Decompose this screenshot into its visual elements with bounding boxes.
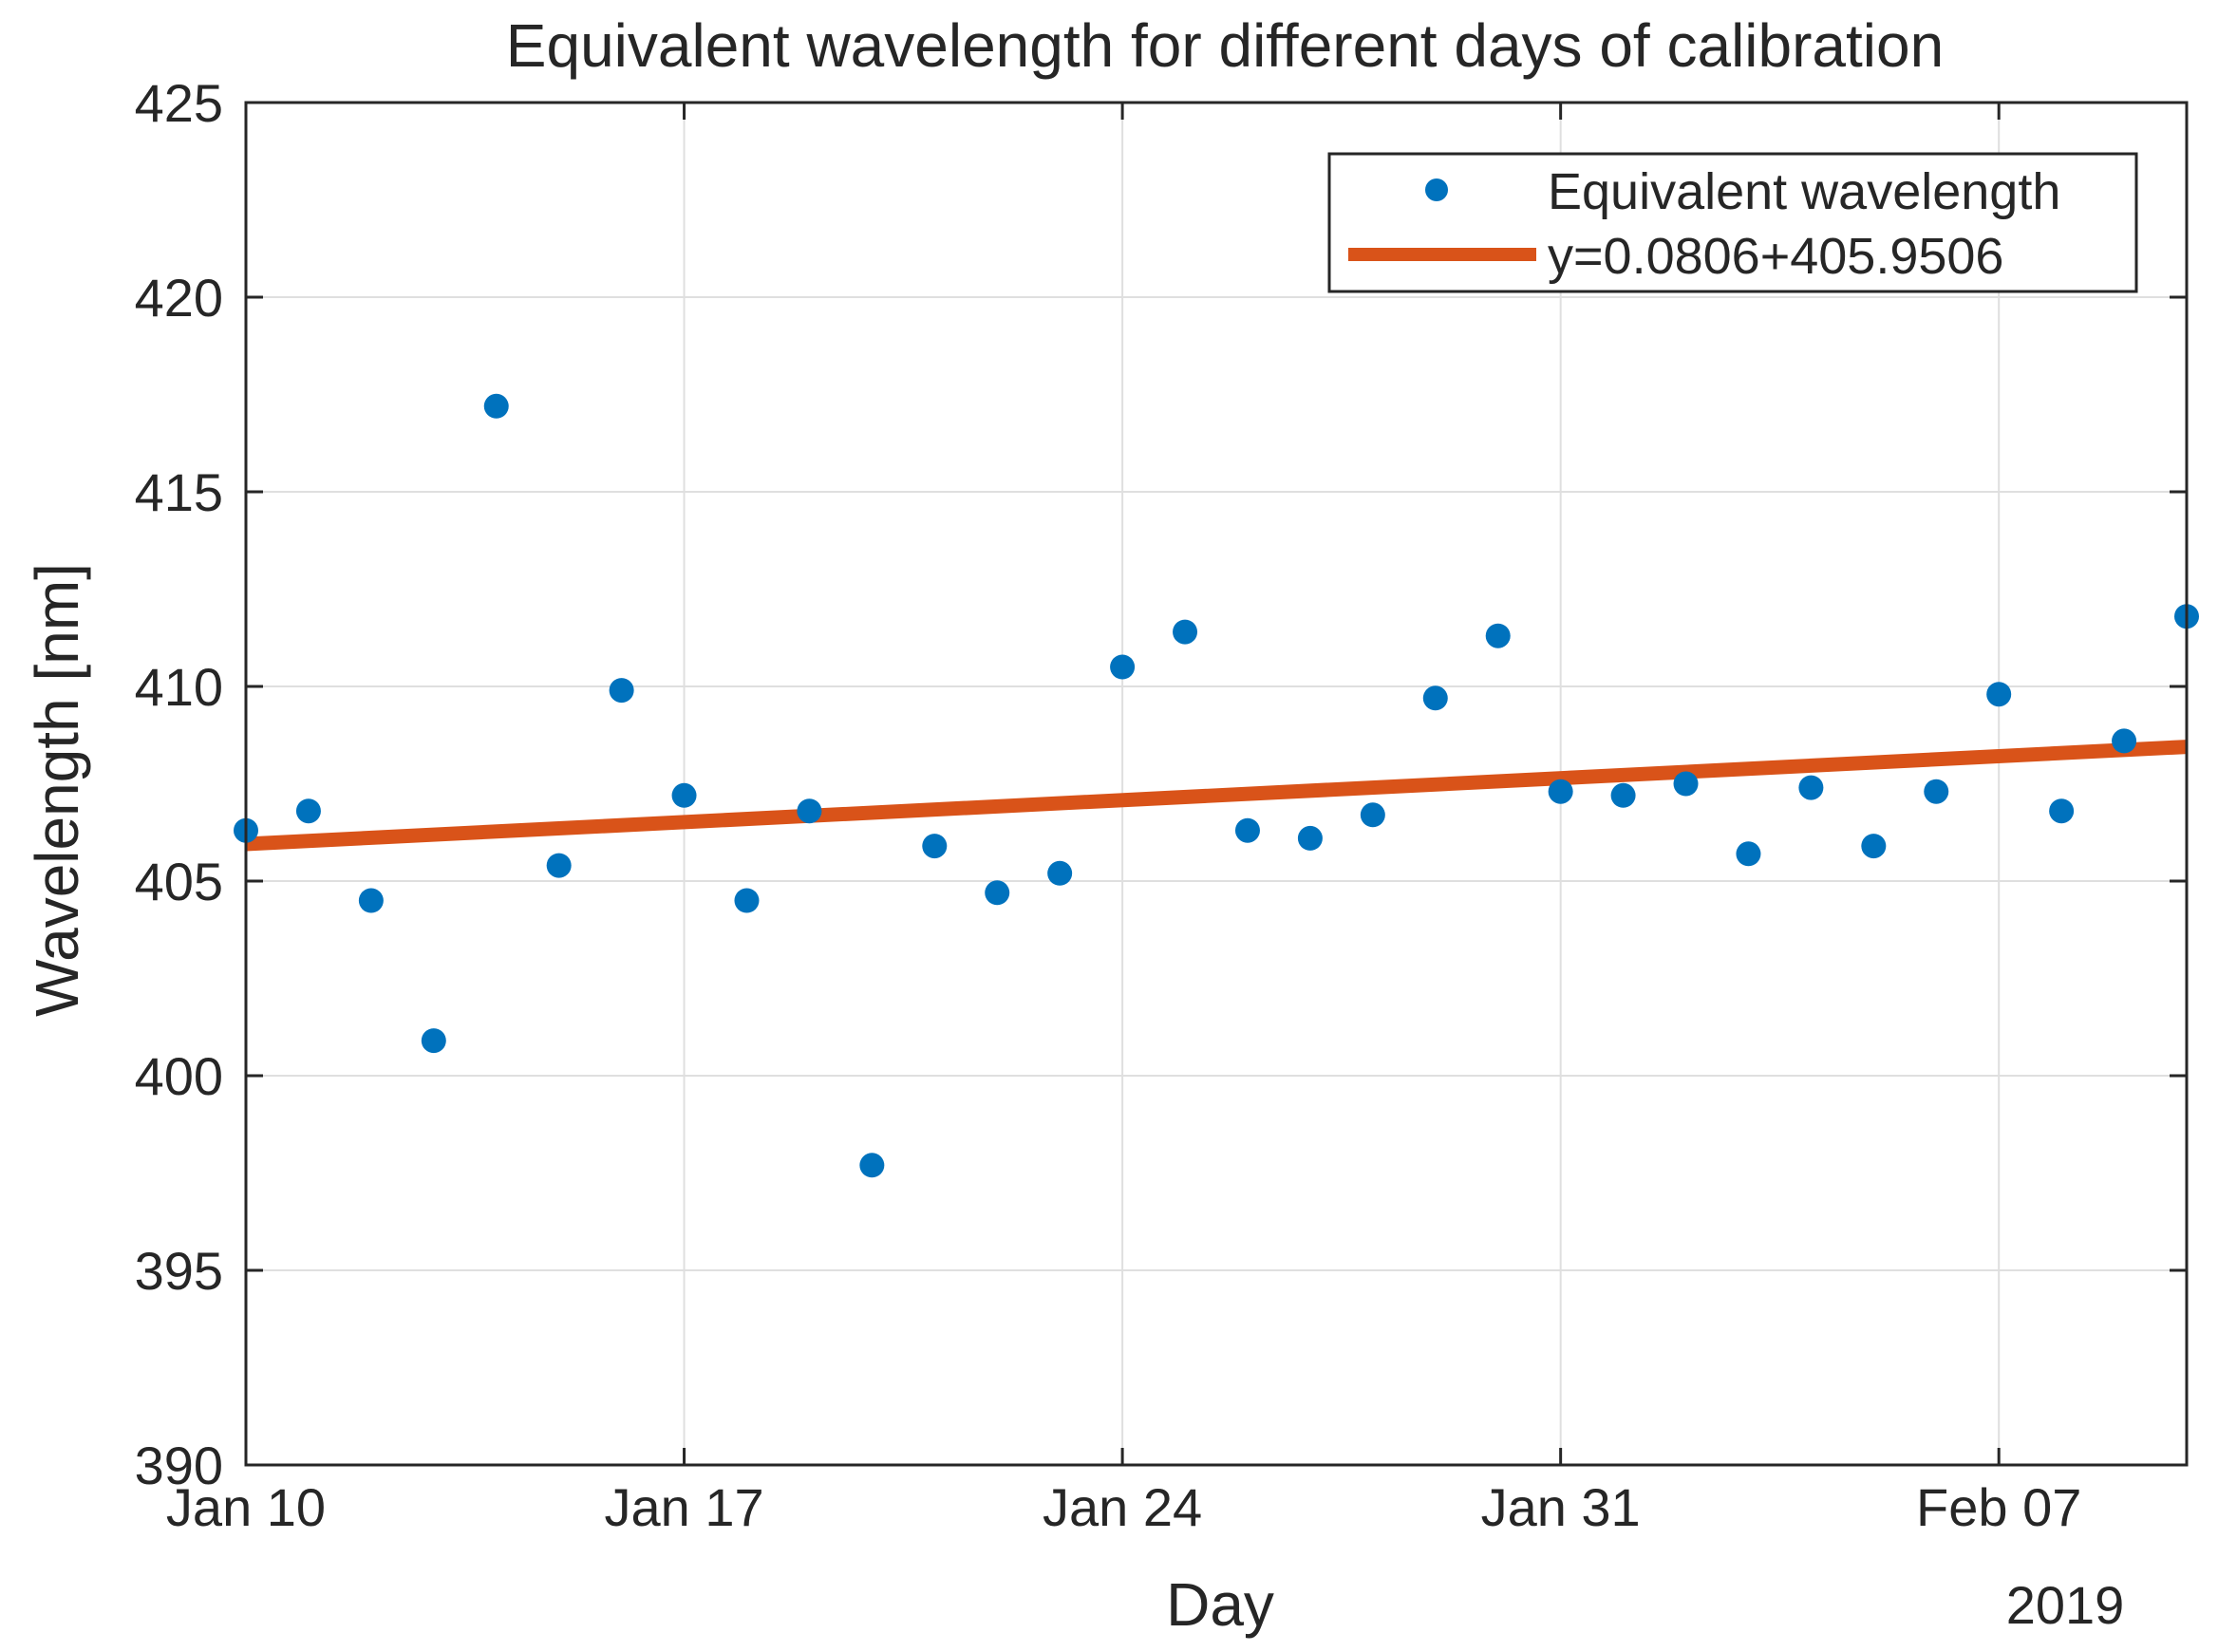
data-point xyxy=(922,834,948,859)
data-point xyxy=(1110,654,1136,680)
legend-label-points: Equivalent wavelength xyxy=(1548,163,2060,220)
x-tick-label: Jan 31 xyxy=(1481,1477,1641,1537)
data-point xyxy=(671,782,697,808)
legend-marker-points xyxy=(1425,178,1448,201)
data-point xyxy=(1360,802,1385,828)
data-point xyxy=(797,798,822,824)
legend-box xyxy=(1327,152,2138,293)
data-point xyxy=(1422,685,1448,711)
data-point xyxy=(1673,771,1699,797)
data-point xyxy=(1297,825,1323,851)
x-tick-label: Feb 07 xyxy=(1916,1477,2081,1537)
x-tick-label: Jan 24 xyxy=(1043,1477,1202,1537)
data-point xyxy=(2112,728,2137,754)
data-point xyxy=(358,888,384,913)
data-point xyxy=(546,853,572,878)
data-point xyxy=(1736,841,1761,867)
data-point xyxy=(609,678,634,704)
data-point xyxy=(1610,782,1636,808)
y-tick-label: 395 xyxy=(135,1241,223,1301)
data-point xyxy=(1986,682,2012,707)
data-point xyxy=(1047,860,1073,886)
y-tick-label: 405 xyxy=(135,852,223,911)
y-axis-label: Wavelength [nm] xyxy=(23,563,91,1017)
data-point xyxy=(1861,834,1887,859)
data-point xyxy=(1924,779,1949,804)
y-tick-label: 420 xyxy=(135,268,223,328)
x-tick-label: Jan 17 xyxy=(604,1477,763,1537)
data-point xyxy=(859,1153,885,1178)
data-point xyxy=(1548,779,1573,804)
data-point xyxy=(483,393,509,419)
data-point xyxy=(1798,775,1824,800)
x-axis: Jan 10 Jan 17 Jan 24 Jan 31 Feb 07 xyxy=(166,103,2081,1537)
data-point xyxy=(1234,817,1260,843)
y-tick-label: 415 xyxy=(135,462,223,522)
x-tick-label: Jan 10 xyxy=(166,1477,326,1537)
data-point xyxy=(1173,619,1198,645)
data-point xyxy=(2049,798,2075,824)
data-point xyxy=(295,798,321,824)
plot-frame xyxy=(244,101,2189,1467)
y-tick-label: 400 xyxy=(135,1046,223,1106)
legend: Equivalent wavelength y=0.0806+405.9506 xyxy=(1327,152,2138,293)
y-tick-label: 390 xyxy=(135,1436,223,1495)
y-axis: 390 395 400 405 410 415 420 425 xyxy=(135,73,2187,1495)
data-point xyxy=(1485,623,1511,648)
data-point xyxy=(421,1028,446,1054)
x-axis-label: Day xyxy=(1166,1570,1274,1639)
y-tick-label: 425 xyxy=(135,73,223,133)
chart-title: Equivalent wavelength for different days… xyxy=(506,11,1944,80)
fit-line-group xyxy=(245,740,2188,852)
fit-line xyxy=(245,740,2188,852)
legend-label-line: y=0.0806+405.9506 xyxy=(1548,228,2003,285)
y-tick-label: 410 xyxy=(135,657,223,717)
data-point xyxy=(985,880,1010,906)
data-points xyxy=(234,393,2199,1178)
x-axis-year-label: 2019 xyxy=(2006,1575,2125,1635)
data-point xyxy=(734,888,760,913)
